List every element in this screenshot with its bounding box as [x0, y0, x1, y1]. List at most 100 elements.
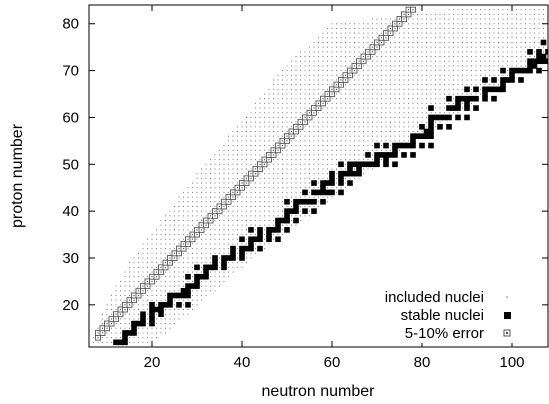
included-nucleus-point [282, 191, 283, 193]
included-nucleus-point [250, 220, 252, 222]
included-nucleus-point [381, 84, 382, 86]
included-nucleus-point [417, 126, 418, 128]
included-nucleus-point [399, 46, 400, 48]
included-nucleus-point [480, 51, 481, 53]
included-nucleus-point [138, 337, 139, 339]
included-nucleus-point [412, 56, 414, 58]
included-nucleus-point [336, 116, 337, 118]
included-nucleus-point [309, 79, 310, 81]
included-nucleus-point [354, 159, 355, 161]
included-nucleus-point [448, 56, 450, 58]
included-nucleus-point [453, 32, 454, 34]
stable-nucleus-point [225, 255, 232, 261]
included-nucleus-point [237, 159, 238, 161]
included-nucleus-point [120, 337, 121, 339]
included-nucleus-point [327, 121, 328, 123]
included-nucleus-point [471, 37, 472, 39]
stable-nucleus-point [140, 316, 146, 322]
included-nucleus-point [336, 112, 337, 114]
included-nucleus-point [516, 65, 517, 67]
included-nucleus-point [286, 173, 288, 175]
included-nucleus-point [142, 276, 144, 278]
included-nucleus-point [399, 41, 400, 43]
included-nucleus-point [385, 60, 387, 62]
included-nucleus-point [219, 280, 220, 282]
included-nucleus-point [295, 187, 297, 189]
included-nucleus-point [160, 220, 162, 222]
included-nucleus-point [520, 32, 522, 34]
included-nucleus-point [381, 149, 382, 151]
included-nucleus-point [426, 60, 427, 62]
included-nucleus-point [178, 285, 180, 287]
included-nucleus-point [331, 154, 333, 156]
included-nucleus-point [336, 102, 337, 104]
included-nucleus-point [210, 234, 211, 236]
included-nucleus-point [210, 290, 211, 292]
included-nucleus-point [466, 41, 468, 43]
included-nucleus-point [498, 41, 499, 43]
included-nucleus-point [417, 102, 418, 104]
included-nucleus-point [169, 280, 171, 282]
included-nucleus-point [250, 257, 252, 259]
included-nucleus-point [421, 130, 423, 132]
included-nucleus-point [223, 187, 225, 189]
stable-nucleus-point [140, 311, 146, 318]
included-nucleus-point [471, 79, 472, 81]
included-nucleus-point [453, 65, 454, 67]
included-nucleus-point [219, 229, 220, 231]
stable-nucleus-point [392, 152, 398, 158]
included-nucleus-point [372, 88, 373, 90]
stable-nucleus-point [284, 213, 290, 219]
included-nucleus-point [498, 13, 499, 15]
included-nucleus-point [169, 309, 171, 311]
included-nucleus-point [318, 126, 319, 128]
included-nucleus-point [412, 41, 414, 43]
included-nucleus-point [201, 191, 202, 193]
included-nucleus-point [286, 126, 288, 128]
included-nucleus-point [304, 215, 306, 217]
included-nucleus-point [304, 84, 306, 86]
included-nucleus-point [336, 191, 337, 193]
included-nucleus-point [264, 196, 265, 198]
included-nucleus-point [340, 51, 342, 53]
stable-nucleus-point [428, 105, 434, 111]
included-nucleus-point [129, 262, 130, 264]
included-nucleus-point [183, 252, 184, 254]
included-nucleus-point [160, 318, 162, 320]
included-nucleus-point [367, 46, 369, 48]
included-nucleus-point [453, 41, 454, 43]
included-nucleus-point [277, 107, 279, 109]
included-nucleus-point [372, 93, 373, 95]
included-nucleus-point [304, 74, 306, 76]
included-nucleus-point [255, 224, 256, 226]
included-nucleus-point [210, 187, 211, 189]
included-nucleus-point [142, 327, 144, 329]
included-nucleus-point [201, 280, 202, 282]
stable-nucleus-point [185, 287, 191, 294]
included-nucleus-point [268, 220, 270, 222]
included-nucleus-point [214, 168, 216, 170]
included-nucleus-point [520, 65, 522, 67]
included-nucleus-point [309, 84, 310, 86]
included-nucleus-point [471, 102, 472, 104]
included-nucleus-point [156, 323, 157, 325]
included-nucleus-point [493, 51, 495, 53]
included-nucleus-point [169, 276, 171, 278]
stable-nucleus-point [392, 147, 398, 154]
included-nucleus-point [336, 182, 337, 184]
included-nucleus-point [538, 18, 540, 20]
included-nucleus-point [394, 140, 396, 142]
included-nucleus-point [331, 70, 333, 72]
included-nucleus-point [264, 224, 265, 226]
included-nucleus-point [417, 65, 418, 67]
included-nucleus-point [385, 102, 387, 104]
included-nucleus-point [187, 257, 189, 259]
included-nucleus-point [331, 56, 333, 58]
included-nucleus-point [367, 84, 369, 86]
included-nucleus-point [439, 18, 441, 20]
included-nucleus-point [237, 210, 238, 212]
included-nucleus-point [394, 32, 396, 34]
included-nucleus-point [205, 285, 207, 287]
included-nucleus-point [210, 210, 211, 212]
included-nucleus-point [493, 70, 495, 72]
